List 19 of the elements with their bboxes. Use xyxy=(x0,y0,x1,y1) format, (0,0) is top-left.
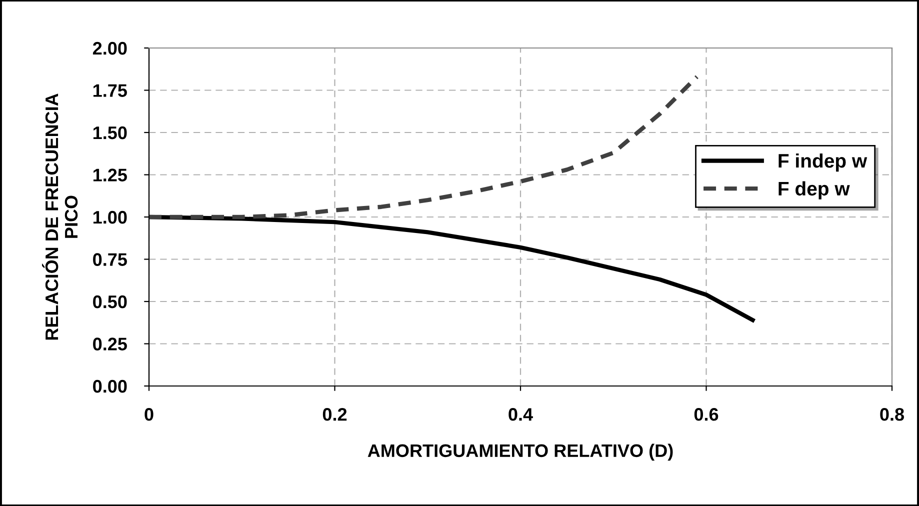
x-tick-label: 0.4 xyxy=(508,408,533,421)
x-tick-label: 0.6 xyxy=(694,408,718,421)
y-tick-label: 0.25 xyxy=(93,338,127,350)
y-tick-label: 0.00 xyxy=(93,380,127,393)
x-tick-label: 0.8 xyxy=(880,408,904,421)
x-tick-label: 0 xyxy=(144,408,154,421)
y-tick-label: 1.75 xyxy=(93,84,127,97)
y-tick-label: 1.25 xyxy=(93,168,127,182)
legend-label: F dep w xyxy=(778,181,850,200)
legend-label: F indep w xyxy=(778,153,868,172)
y-tick-label: 1.50 xyxy=(93,126,127,140)
y-tick-label: 0.75 xyxy=(93,253,127,266)
y-tick-label: 2.00 xyxy=(92,42,127,55)
x-axis-title: AMORTIGUAMIENTO RELATIVO (D) xyxy=(368,444,673,461)
y-axis-title: RELACIÓN DE FRECUENCIA PICO xyxy=(42,94,78,340)
x-tick-label: 0.2 xyxy=(322,408,347,421)
line-series xyxy=(149,74,700,220)
y-tick-label: 0.50 xyxy=(93,295,127,308)
y-tick-label: 1.00 xyxy=(93,210,127,224)
